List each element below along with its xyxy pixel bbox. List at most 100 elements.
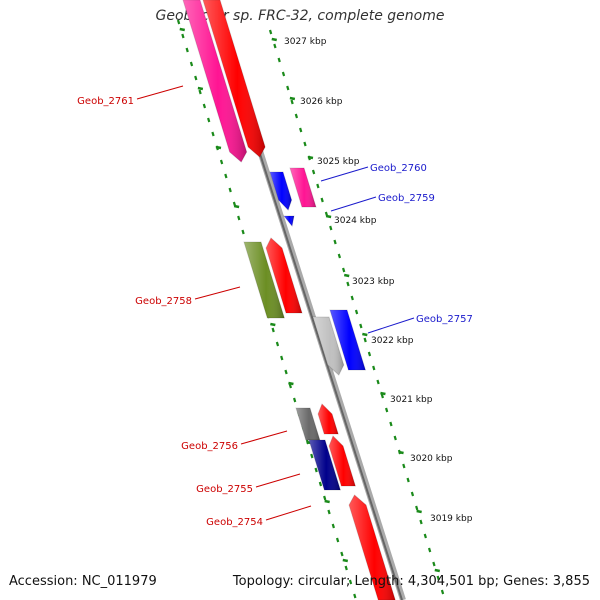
ruler-dot <box>376 379 380 385</box>
leader-line <box>367 317 415 334</box>
gene-label-text: Geob_2754 <box>206 517 263 528</box>
ruler-dot <box>290 99 294 105</box>
ruler-dot <box>393 435 397 441</box>
leader-line <box>320 166 369 182</box>
ruler-dot <box>333 239 337 245</box>
feature-shading <box>244 242 285 318</box>
ruler-tick <box>342 558 349 563</box>
tick-label-3023: 3023 kbp <box>352 277 395 287</box>
ruler-dot <box>288 383 293 389</box>
leader-line <box>330 196 377 212</box>
feature-shading <box>203 0 266 157</box>
ruler-dot <box>275 341 280 347</box>
ruler-dot <box>323 495 327 501</box>
ruler-dot <box>353 593 357 599</box>
gene-label-text: Geob_2755 <box>196 484 253 495</box>
ruler-tick <box>307 155 314 160</box>
feature-Geob_2760-cds <box>269 171 293 211</box>
gene-label-Geob_2759: Geob_2759 <box>330 193 435 212</box>
ruler-dot <box>427 547 432 553</box>
ruler-dot <box>281 71 286 77</box>
ruler-dot <box>176 19 181 25</box>
ruler-dot <box>185 47 189 53</box>
ruler-dot <box>389 421 393 427</box>
ruler-tick <box>270 322 276 327</box>
ruler-dot <box>419 519 423 525</box>
ruler-tick <box>197 86 204 91</box>
tick-label-3021: 3021 kbp <box>390 395 433 405</box>
ruler-dot <box>202 103 207 109</box>
map-title: Geobacter sp. FRC-32, complete genome <box>155 8 445 24</box>
ruler-tick <box>398 450 404 455</box>
ruler-tick <box>325 214 332 219</box>
ruler-dot <box>189 61 194 67</box>
feature-shading <box>296 408 320 440</box>
ruler-tick <box>288 381 294 386</box>
ruler-dot <box>294 113 299 119</box>
ruler-dot <box>318 481 323 487</box>
feature-Geob_2758-gene <box>243 241 286 319</box>
ruler-dot <box>415 505 419 511</box>
topology-text: Topology: circular; Length: 4,304,501 bp… <box>232 574 590 589</box>
ruler-dot <box>363 337 367 343</box>
feature-shading <box>266 238 303 313</box>
ruler-tick <box>215 145 222 150</box>
ruler-dot <box>423 533 427 539</box>
feature-Geob_2754-cds <box>348 494 396 600</box>
tick-label-3026: 3026 kbp <box>300 97 343 107</box>
ruler-dot <box>344 565 348 571</box>
gene-label-Geob_2756: Geob_2756 <box>181 430 288 452</box>
ruler-dot <box>410 491 415 497</box>
feature-shading <box>318 404 339 434</box>
features-group <box>182 0 396 600</box>
feature-Geob_2761-cds <box>202 0 266 158</box>
tick-label-3022: 3022 kbp <box>371 336 414 346</box>
ruler-dot <box>237 215 241 221</box>
ruler-tick <box>380 391 386 396</box>
ruler-dot <box>348 579 353 585</box>
feature-Geob_2758-cds <box>265 237 303 314</box>
feature-shading <box>270 172 292 210</box>
tick-label-group: 3027 kbp 3026 kbp 3025 kbp 3024 kbp 3023 kbp… <box>284 37 473 524</box>
gene-label-text: Geob_2761 <box>77 96 134 107</box>
feature-shading <box>349 495 396 600</box>
ruler-tick <box>233 204 240 209</box>
leader-line <box>136 85 184 100</box>
tick-label-3020: 3020 kbp <box>410 454 453 464</box>
tick-label-3025: 3025 kbp <box>317 157 360 167</box>
ruler-dot <box>436 575 440 581</box>
ruler-dot <box>335 537 340 543</box>
ruler-dot <box>181 33 185 39</box>
feature-shading <box>284 216 294 226</box>
ruler-dot <box>346 281 350 287</box>
ruler-tick <box>179 27 186 32</box>
ruler-dot <box>292 397 297 403</box>
ruler-dot <box>219 159 224 165</box>
ruler-dot <box>299 127 303 133</box>
ruler-tick <box>362 332 368 337</box>
feature-shading <box>330 310 366 370</box>
ruler-dot <box>320 197 324 203</box>
tick-label-3027: 3027 kbp <box>284 37 327 47</box>
feature-shading <box>309 440 341 490</box>
ruler-dot <box>440 589 445 595</box>
ruler-dot <box>406 477 410 483</box>
ruler-right <box>268 29 445 595</box>
ruler-dot <box>241 229 245 235</box>
gene-label-text: Geob_2756 <box>181 441 238 452</box>
ruler-dot <box>311 169 316 175</box>
feature-Geob_2761-gene <box>182 0 248 163</box>
ruler-tick <box>416 509 422 514</box>
feature-Geob_2757-gene <box>329 309 367 371</box>
ruler-dot <box>359 323 363 329</box>
ruler-dot <box>372 365 376 371</box>
ruler-dot <box>198 89 202 95</box>
ruler-dot <box>286 85 290 91</box>
ruler-dot <box>342 267 346 273</box>
ruler-dot <box>384 407 389 413</box>
ruler-dot <box>337 253 342 259</box>
ruler-tick <box>434 568 441 573</box>
ruler-dot <box>367 351 372 357</box>
ruler-dot <box>194 75 198 81</box>
